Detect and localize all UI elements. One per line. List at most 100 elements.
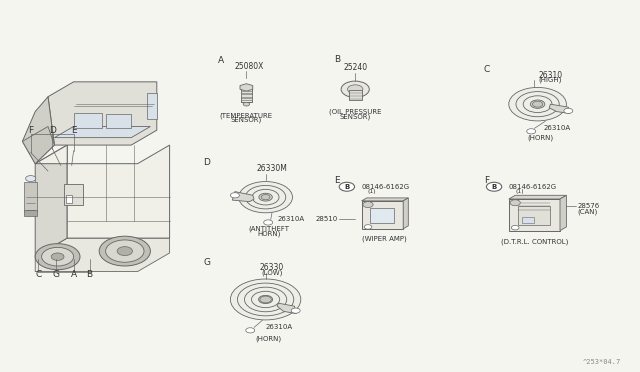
Text: (CAN): (CAN)	[577, 209, 598, 215]
Circle shape	[243, 102, 250, 106]
Circle shape	[364, 225, 372, 229]
Circle shape	[511, 225, 519, 230]
Polygon shape	[509, 199, 560, 231]
Text: C: C	[35, 270, 42, 279]
Text: 08146-6162G: 08146-6162G	[362, 184, 410, 190]
Text: (HORN): (HORN)	[528, 134, 554, 141]
Text: A: A	[218, 56, 224, 65]
Circle shape	[527, 129, 536, 134]
Text: 08146-6162G: 08146-6162G	[509, 184, 557, 190]
Text: SENSOR): SENSOR)	[340, 113, 371, 120]
Circle shape	[99, 236, 150, 266]
Polygon shape	[35, 145, 170, 238]
Text: (OIL PRESSURE: (OIL PRESSURE	[329, 108, 381, 115]
Text: D: D	[204, 158, 210, 167]
Bar	[241, 94, 252, 97]
Text: HORN): HORN)	[257, 231, 280, 237]
Bar	[24, 210, 37, 216]
Text: (D.T.R.L. CONTROL): (D.T.R.L. CONTROL)	[500, 238, 568, 245]
Bar	[241, 86, 252, 102]
Circle shape	[252, 189, 279, 205]
Text: 28510: 28510	[316, 216, 338, 222]
Circle shape	[524, 96, 552, 112]
Circle shape	[509, 87, 566, 121]
Text: (HORN): (HORN)	[256, 335, 282, 342]
Polygon shape	[362, 198, 408, 201]
Circle shape	[252, 291, 280, 308]
Text: 25240: 25240	[343, 63, 367, 72]
Text: E: E	[335, 176, 340, 185]
Polygon shape	[35, 238, 170, 272]
Text: 26310A: 26310A	[544, 125, 571, 131]
Text: 26310: 26310	[538, 71, 563, 80]
Text: (TEMPERATURE: (TEMPERATURE	[220, 112, 273, 119]
Text: C: C	[483, 65, 490, 74]
Text: F: F	[28, 126, 33, 135]
Text: B: B	[344, 184, 349, 190]
Text: B: B	[492, 184, 497, 190]
Text: 26330: 26330	[260, 263, 284, 272]
Polygon shape	[74, 113, 102, 128]
Circle shape	[106, 240, 144, 262]
Text: (WIPER AMP): (WIPER AMP)	[362, 235, 406, 242]
Text: (HIGH): (HIGH)	[539, 77, 562, 83]
Bar	[370, 208, 394, 223]
Text: F: F	[484, 176, 489, 185]
Circle shape	[486, 182, 502, 191]
Circle shape	[42, 247, 74, 266]
Text: 26310A: 26310A	[277, 217, 304, 222]
Polygon shape	[35, 145, 67, 257]
Circle shape	[244, 287, 287, 312]
Polygon shape	[22, 126, 54, 164]
Circle shape	[261, 195, 270, 200]
Polygon shape	[48, 82, 157, 145]
Text: (1): (1)	[515, 189, 524, 195]
Circle shape	[259, 295, 273, 304]
Polygon shape	[147, 93, 157, 119]
Circle shape	[341, 81, 369, 97]
Circle shape	[239, 182, 292, 213]
Polygon shape	[277, 303, 296, 314]
Circle shape	[510, 200, 520, 206]
Text: (LOW): (LOW)	[261, 269, 283, 276]
Text: A: A	[70, 270, 77, 279]
Circle shape	[291, 308, 300, 313]
Polygon shape	[106, 114, 131, 128]
Circle shape	[246, 328, 255, 333]
Polygon shape	[54, 126, 150, 138]
Bar	[241, 98, 252, 100]
Bar	[518, 206, 550, 225]
Circle shape	[35, 244, 80, 270]
Polygon shape	[22, 97, 54, 164]
Text: ^253*04.7: ^253*04.7	[582, 359, 621, 365]
Polygon shape	[362, 201, 403, 229]
Circle shape	[564, 108, 573, 113]
Text: E: E	[71, 126, 76, 135]
Circle shape	[339, 182, 355, 191]
Circle shape	[259, 193, 273, 201]
Text: 28576: 28576	[577, 203, 600, 209]
Circle shape	[245, 185, 285, 209]
Polygon shape	[560, 195, 566, 231]
Text: B: B	[86, 270, 93, 279]
Bar	[64, 184, 83, 205]
Text: G: G	[53, 270, 60, 279]
Text: (ANTITHEFT: (ANTITHEFT	[248, 226, 289, 232]
Text: B: B	[334, 55, 340, 64]
Polygon shape	[232, 192, 254, 202]
Circle shape	[348, 85, 363, 94]
Polygon shape	[509, 195, 566, 199]
Circle shape	[531, 100, 545, 108]
Text: 26310A: 26310A	[266, 324, 292, 330]
Text: 26330M: 26330M	[257, 164, 287, 173]
Polygon shape	[240, 84, 253, 91]
Text: D: D	[49, 126, 56, 135]
Circle shape	[230, 193, 239, 198]
Circle shape	[26, 176, 36, 182]
Circle shape	[363, 202, 373, 208]
Circle shape	[516, 92, 559, 117]
Bar	[522, 217, 534, 223]
Circle shape	[117, 247, 132, 256]
Circle shape	[237, 283, 294, 316]
Text: SENSOR): SENSOR)	[231, 117, 262, 124]
